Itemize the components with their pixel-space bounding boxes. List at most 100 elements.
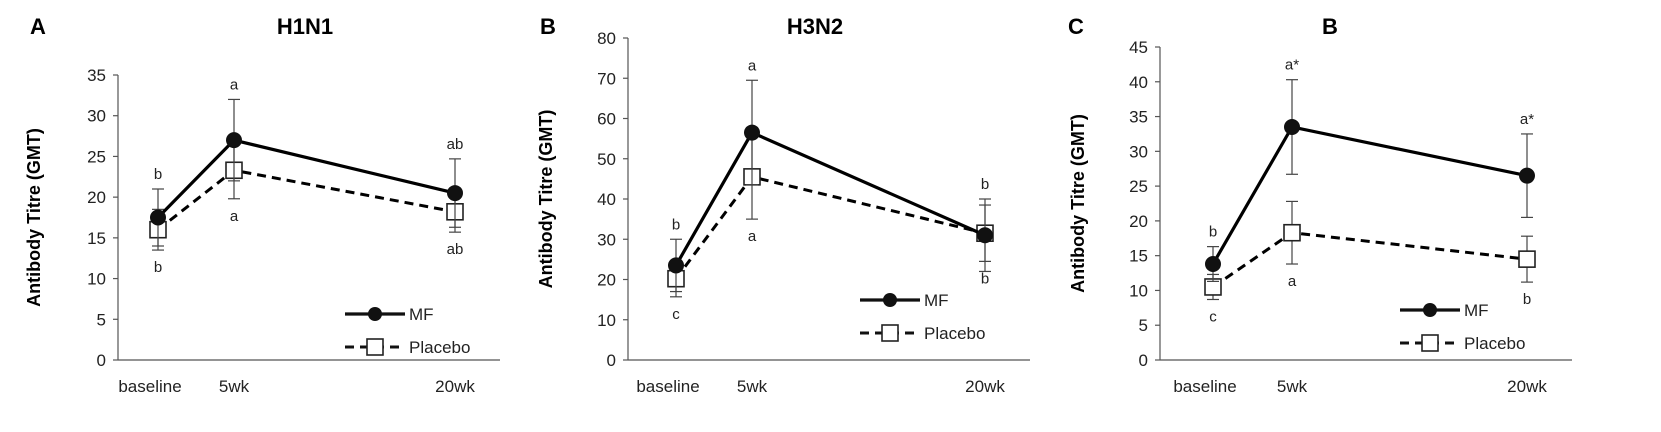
legend-label-mf: MF [409, 305, 434, 324]
significance-label: a [230, 76, 239, 93]
legend-label-mf: MF [924, 291, 949, 310]
legend-label-mf: MF [1464, 301, 1489, 320]
data-point [150, 209, 166, 226]
y-tick-label: 0 [97, 351, 106, 370]
x-tick-label: 20wk [1507, 377, 1547, 396]
significance-label: b [672, 216, 680, 233]
x-tick-label: 20wk [435, 377, 475, 396]
y-tick-label: 10 [87, 270, 106, 289]
x-tick-label: 5wk [1277, 377, 1308, 396]
x-tick-label: baseline [118, 377, 181, 396]
x-tick-label: baseline [636, 377, 699, 396]
y-tick-label: 5 [97, 310, 106, 329]
legend: MF Placebo [1400, 301, 1525, 353]
legend-marker-placebo [1421, 334, 1439, 352]
y-tick-label: 80 [597, 29, 616, 48]
y-axis-label: Antibody Titre (GMT) [24, 128, 44, 307]
y-tick-label: 30 [1129, 142, 1148, 161]
panel-letter: C [1068, 14, 1084, 39]
legend-marker-mf [368, 307, 382, 321]
legend-marker-mf [883, 293, 897, 307]
x-tick-label: 5wk [737, 377, 768, 396]
data-point [668, 257, 684, 274]
series-line [674, 175, 986, 280]
panel-letter: A [30, 14, 46, 39]
data-point [1518, 250, 1536, 268]
data-point [977, 227, 993, 244]
legend: MF Placebo [860, 291, 985, 343]
data-point [226, 132, 242, 149]
y-tick-label: 15 [1129, 247, 1148, 266]
y-tick-label: 60 [597, 110, 616, 129]
series-line [1211, 125, 1528, 265]
series-placebo: b a ab [149, 141, 464, 276]
significance-label: b [1523, 291, 1531, 308]
x-tick-label: 20wk [965, 377, 1005, 396]
panel-letter: B [540, 14, 556, 39]
data-point [1519, 167, 1535, 184]
y-tick-label: 0 [607, 351, 616, 370]
legend-label-placebo: Placebo [1464, 334, 1525, 353]
y-tick-label: 40 [597, 190, 616, 209]
significance-label: a [748, 57, 757, 74]
significance-label: a* [1520, 111, 1534, 128]
legend-label-placebo: Placebo [409, 338, 470, 357]
significance-label: b [981, 270, 989, 287]
y-tick-label: 30 [87, 107, 106, 126]
y-tick-label: 35 [87, 66, 106, 85]
y-tick-label: 10 [597, 311, 616, 330]
significance-label: b [1209, 224, 1217, 241]
significance-label: ab [447, 241, 464, 258]
y-tick-label: 20 [1129, 212, 1148, 231]
data-point [744, 124, 760, 141]
significance-label: b [981, 176, 989, 193]
significance-label: a* [1285, 57, 1299, 74]
series-line [157, 168, 456, 231]
data-point [447, 185, 463, 202]
series-line [156, 138, 456, 219]
legend-marker-placebo [881, 324, 899, 342]
series-mf: b a b [668, 57, 993, 293]
significance-label: a [1288, 273, 1297, 290]
series-mf: b a* a* [1205, 57, 1535, 283]
y-tick-label: 70 [597, 69, 616, 88]
series-line [1212, 231, 1528, 289]
y-tick-label: 25 [1129, 177, 1148, 196]
significance-label: c [1209, 308, 1217, 325]
legend: MF Placebo [345, 305, 470, 357]
y-tick-label: 50 [597, 150, 616, 169]
series-mf: b a ab [150, 76, 464, 247]
chart-panel-b: B H3N2 0 10 20 30 40 50 60 70 80 Antibody Titre (GM… [536, 14, 1030, 396]
x-tick-label: baseline [1173, 377, 1236, 396]
series-line [674, 130, 986, 267]
y-tick-label: 30 [597, 230, 616, 249]
significance-label: a [230, 208, 239, 225]
legend-marker-placebo [366, 338, 384, 356]
legend-label-placebo: Placebo [924, 324, 985, 343]
y-tick-label: 35 [1129, 108, 1148, 127]
significance-label: b [154, 166, 162, 183]
significance-label: c [672, 306, 680, 323]
chart-panel-c: C B 0 5 10 15 20 25 30 35 40 45 Antibody Titre (GMT)… [1068, 14, 1572, 396]
data-point [1205, 256, 1221, 273]
legend-marker-mf [1423, 303, 1437, 317]
y-tick-label: 15 [87, 229, 106, 248]
chart-panel-a: A H1N1 0 5 10 15 20 25 30 35 Antibody Titre (GMT) b… [24, 14, 500, 396]
y-tick-label: 5 [1139, 316, 1148, 335]
significance-label: a [748, 228, 757, 245]
panel-title: H1N1 [277, 14, 333, 39]
series-placebo: c a b [1204, 200, 1536, 325]
significance-label: b [154, 259, 162, 276]
data-point [1284, 118, 1300, 135]
panel-title: B [1322, 14, 1338, 39]
y-tick-label: 45 [1129, 38, 1148, 57]
y-tick-label: 25 [87, 147, 106, 166]
data-point [1283, 223, 1301, 242]
y-tick-label: 10 [1129, 281, 1148, 300]
significance-label: ab [447, 136, 464, 153]
y-tick-label: 20 [87, 188, 106, 207]
y-tick-label: 40 [1129, 73, 1148, 92]
x-tick-label: 5wk [219, 377, 250, 396]
panel-title: H3N2 [787, 14, 843, 39]
